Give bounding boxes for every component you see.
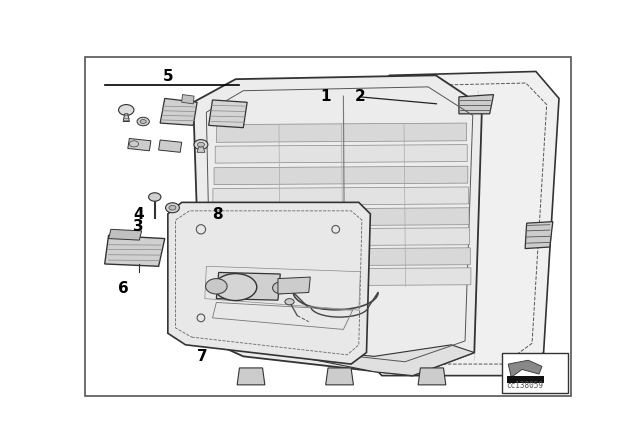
Ellipse shape [205,279,227,294]
Text: 4: 4 [133,207,143,222]
Polygon shape [326,368,353,385]
Ellipse shape [285,299,294,305]
Ellipse shape [137,117,149,126]
Ellipse shape [214,274,257,301]
Polygon shape [359,72,559,375]
Text: 6: 6 [118,281,129,296]
Polygon shape [128,138,151,151]
Polygon shape [105,236,164,266]
Ellipse shape [166,203,179,213]
Polygon shape [168,202,371,364]
Ellipse shape [140,120,147,124]
Polygon shape [182,95,194,104]
Polygon shape [123,114,129,121]
Polygon shape [214,166,468,185]
Text: 3: 3 [133,219,143,234]
Polygon shape [211,228,470,246]
Ellipse shape [148,193,161,201]
Polygon shape [212,208,469,226]
Bar [502,353,568,392]
Polygon shape [216,123,467,142]
Polygon shape [459,95,493,114]
Bar [508,376,545,383]
Polygon shape [193,75,482,375]
Ellipse shape [273,282,288,293]
Polygon shape [237,368,265,385]
Polygon shape [208,268,471,286]
Polygon shape [109,229,141,240]
Text: 1: 1 [320,90,331,104]
Polygon shape [418,368,446,385]
Polygon shape [278,277,310,294]
Polygon shape [159,140,182,152]
Ellipse shape [194,140,208,150]
Ellipse shape [198,142,204,147]
Text: 5: 5 [163,69,173,84]
Polygon shape [213,187,468,206]
Polygon shape [525,222,553,249]
Polygon shape [197,147,205,152]
Polygon shape [297,345,474,375]
Polygon shape [209,248,470,266]
Polygon shape [160,99,197,125]
Text: cc138059: cc138059 [507,381,543,390]
Ellipse shape [118,104,134,116]
Polygon shape [215,145,467,163]
Polygon shape [216,272,280,300]
Text: 2: 2 [355,90,365,104]
Polygon shape [508,360,542,377]
Text: 8: 8 [212,207,223,222]
Ellipse shape [169,206,176,210]
Polygon shape [209,100,247,128]
Text: 7: 7 [197,349,207,364]
